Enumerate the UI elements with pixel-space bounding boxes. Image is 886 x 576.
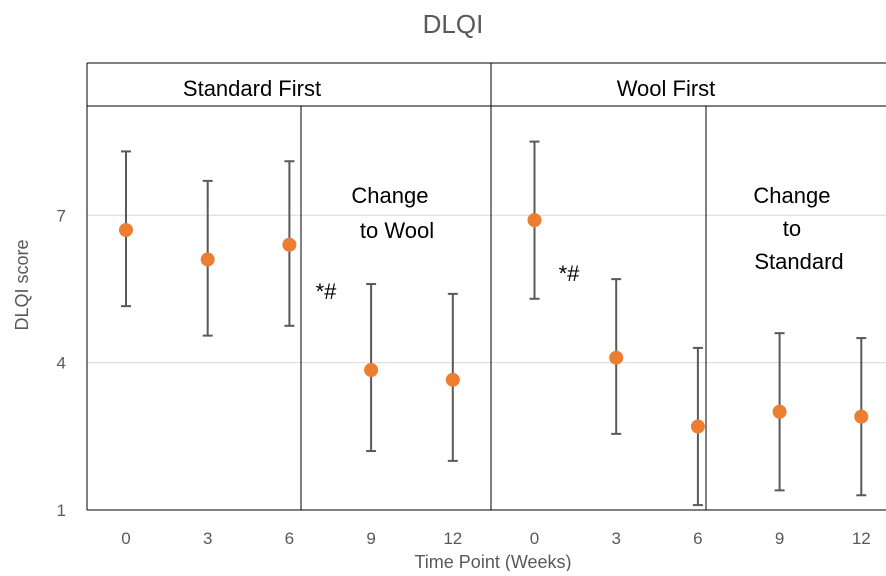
y-tick-label-4: 4 [57,354,66,373]
x-axis-label: Time Point (Weeks) [414,552,571,571]
x-tick-label: 6 [693,529,702,548]
significance-marker-standard: *# [316,279,338,304]
data-point [364,363,379,378]
data-point [527,213,542,228]
x-tick-label: 3 [203,529,212,548]
x-tick-label: 9 [775,529,784,548]
x-tick-label: 0 [121,529,130,548]
y-axis-label: DLQI score [12,239,32,330]
y-tick-labels: 1 4 7 [57,206,66,520]
annotation-change-to-wool: Change to Wool [351,183,434,243]
y-tick-label-7: 7 [57,206,66,225]
gridlines [87,214,886,364]
panel-frame [86,62,886,511]
annotation-change-to-standard-line-3: Standard [754,249,843,274]
annotation-change-to-standard-line-2: to [783,216,801,241]
x-tick-label: 9 [366,529,375,548]
x-tick-label: 6 [285,529,294,548]
annotation-change-to-standard-line-1: Change [753,183,830,208]
chart-title: DLQI [423,9,484,39]
x-tick-label: 12 [443,529,462,548]
y-tick-label-1: 1 [57,501,66,520]
data-points [119,213,869,434]
data-point [609,350,624,365]
x-tick-label: 3 [611,529,620,548]
x-tick-label: 0 [530,529,539,548]
data-point [690,419,705,434]
data-point [445,372,460,387]
group-label-standard-first: Standard First [183,76,321,101]
x-tick-labels: 0 3 6 9 12 0 3 6 9 12 [121,529,870,548]
data-point [282,237,297,252]
annotation-change-to-wool-line-2: to Wool [360,218,434,243]
significance-marker-wool: *# [559,261,581,286]
group-label-wool-first: Wool First [617,76,716,101]
data-point [200,252,215,267]
data-point [854,409,869,424]
x-tick-label: 12 [852,529,871,548]
data-point [772,404,787,419]
annotation-change-to-wool-line-1: Change [351,183,428,208]
data-point [119,223,133,238]
annotation-change-to-standard: Change to Standard [753,183,843,274]
